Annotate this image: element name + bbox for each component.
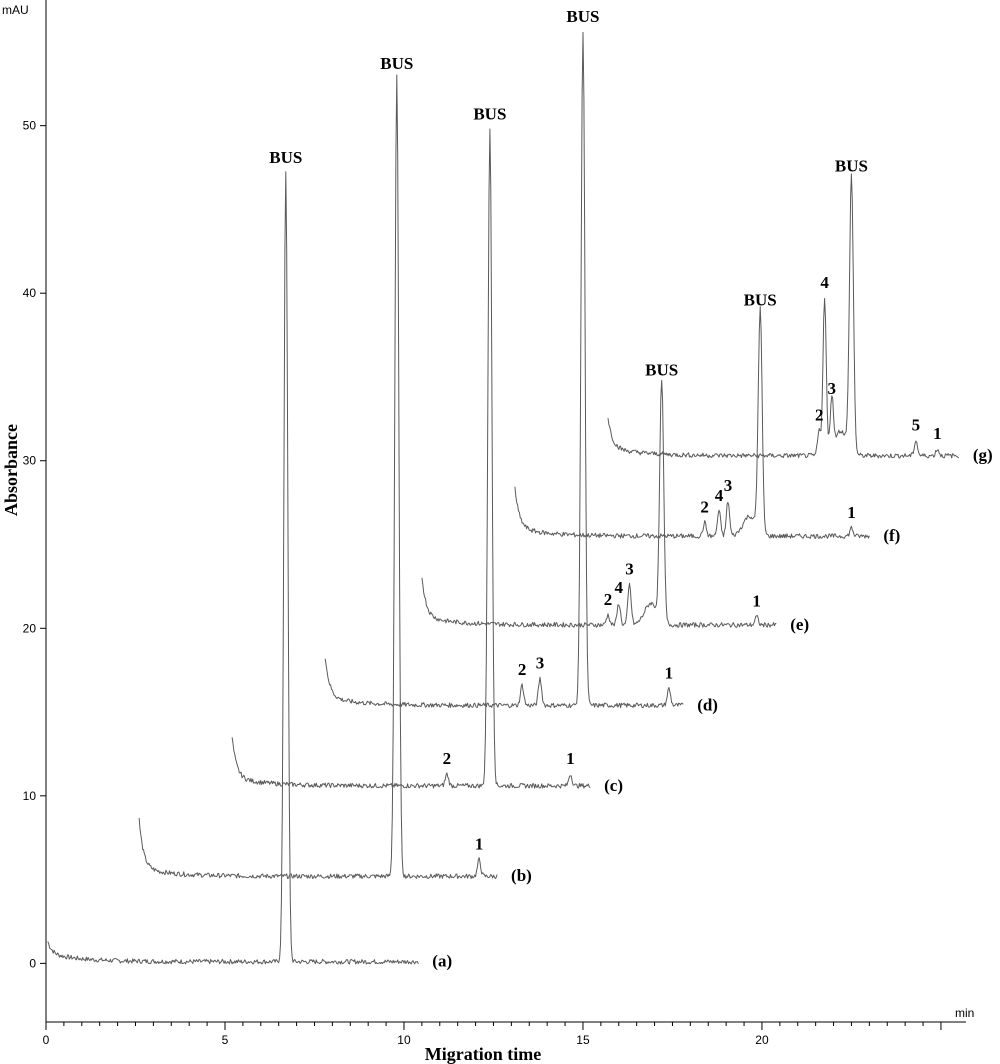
- trace-label: (c): [604, 776, 623, 795]
- trace-g: [607, 173, 960, 459]
- trace-e: [421, 379, 777, 628]
- x-tick-label: 10: [397, 1033, 411, 1047]
- peak-label-bus: BUS: [645, 361, 678, 380]
- peak-label: 2: [700, 498, 709, 517]
- peak-label-bus: BUS: [473, 104, 506, 123]
- trace-c: [231, 128, 591, 789]
- trace-label: (b): [511, 866, 532, 885]
- peak-label: 3: [536, 654, 545, 673]
- peak-label: 5: [912, 416, 921, 435]
- peak-label-bus: BUS: [380, 54, 413, 73]
- y-tick-label: 40: [23, 286, 37, 300]
- trace-d: [324, 31, 684, 709]
- y-tick-label: 30: [23, 454, 37, 468]
- trace-label: (d): [697, 695, 718, 714]
- peak-label: 3: [724, 476, 733, 495]
- peak-label: 2: [518, 660, 527, 679]
- peak-label: 1: [847, 503, 856, 522]
- peak-label: 3: [625, 560, 634, 579]
- peak-label: 1: [752, 592, 761, 611]
- trace-b: [138, 74, 498, 879]
- trace-f: [514, 306, 870, 539]
- trace-label: (a): [432, 952, 452, 971]
- peak-label: 1: [665, 664, 674, 683]
- y-tick-label: 20: [23, 621, 37, 635]
- y-tick-label: 0: [29, 956, 36, 970]
- x-tick-label: 20: [755, 1033, 769, 1047]
- peak-label: 4: [715, 486, 724, 505]
- x-tick-label: 15: [576, 1033, 590, 1047]
- trace-label: (e): [790, 615, 809, 634]
- peak-label-bus: BUS: [835, 156, 868, 175]
- y-tick-label: 50: [23, 119, 37, 133]
- x-tick-label: 5: [222, 1033, 229, 1047]
- x-unit-label: min: [955, 1006, 974, 1020]
- peak-label: 2: [604, 590, 613, 609]
- peak-label: 3: [828, 379, 837, 398]
- peak-label: 2: [443, 749, 452, 768]
- trace-a: [47, 171, 419, 965]
- trace-label: (f): [883, 526, 900, 545]
- peak-label-bus: BUS: [744, 290, 777, 309]
- peak-label: 1: [933, 424, 942, 443]
- y-axis-title: Absorbance: [1, 424, 21, 516]
- x-tick-label: 0: [43, 1033, 50, 1047]
- peak-label: 1: [475, 834, 484, 853]
- peak-label-bus: BUS: [566, 7, 599, 26]
- peak-label: 4: [820, 273, 829, 292]
- trace-label: (g): [973, 446, 993, 465]
- peak-label-bus: BUS: [269, 148, 302, 167]
- y-tick-label: 10: [23, 789, 37, 803]
- peak-label: 1: [566, 749, 575, 768]
- peak-label: 4: [615, 578, 624, 597]
- x-axis-title: Migration time: [425, 1044, 541, 1064]
- peak-label: 2: [815, 406, 824, 425]
- y-unit-label: mAU: [2, 3, 29, 17]
- traces: [47, 31, 960, 965]
